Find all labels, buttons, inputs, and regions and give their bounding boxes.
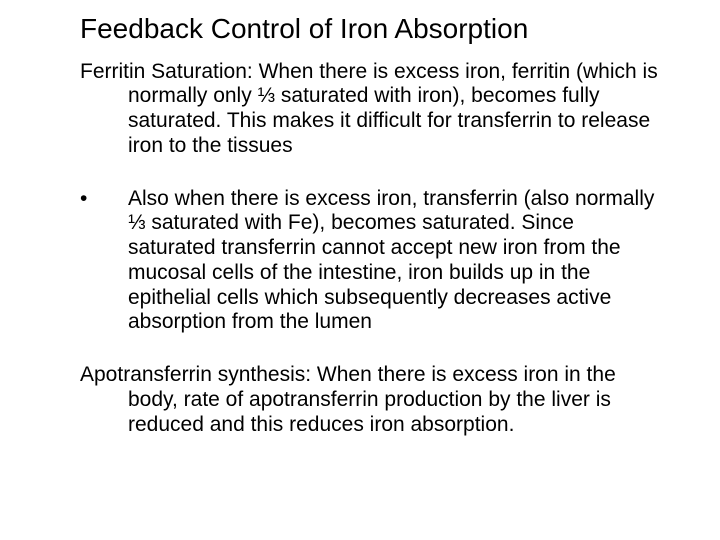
bullet-text: Also when there is excess iron, transfer… — [128, 187, 660, 336]
paragraph-apotransferrin: Apotransferrin synthesis: When there is … — [80, 363, 660, 437]
bullet-marker-icon: • — [80, 187, 128, 336]
slide-title: Feedback Control of Iron Absorption — [80, 12, 660, 46]
paragraph-ferritin-saturation: Ferritin Saturation: When there is exces… — [80, 60, 660, 159]
bullet-item: • Also when there is excess iron, transf… — [80, 187, 660, 336]
slide: Feedback Control of Iron Absorption Ferr… — [0, 0, 720, 540]
